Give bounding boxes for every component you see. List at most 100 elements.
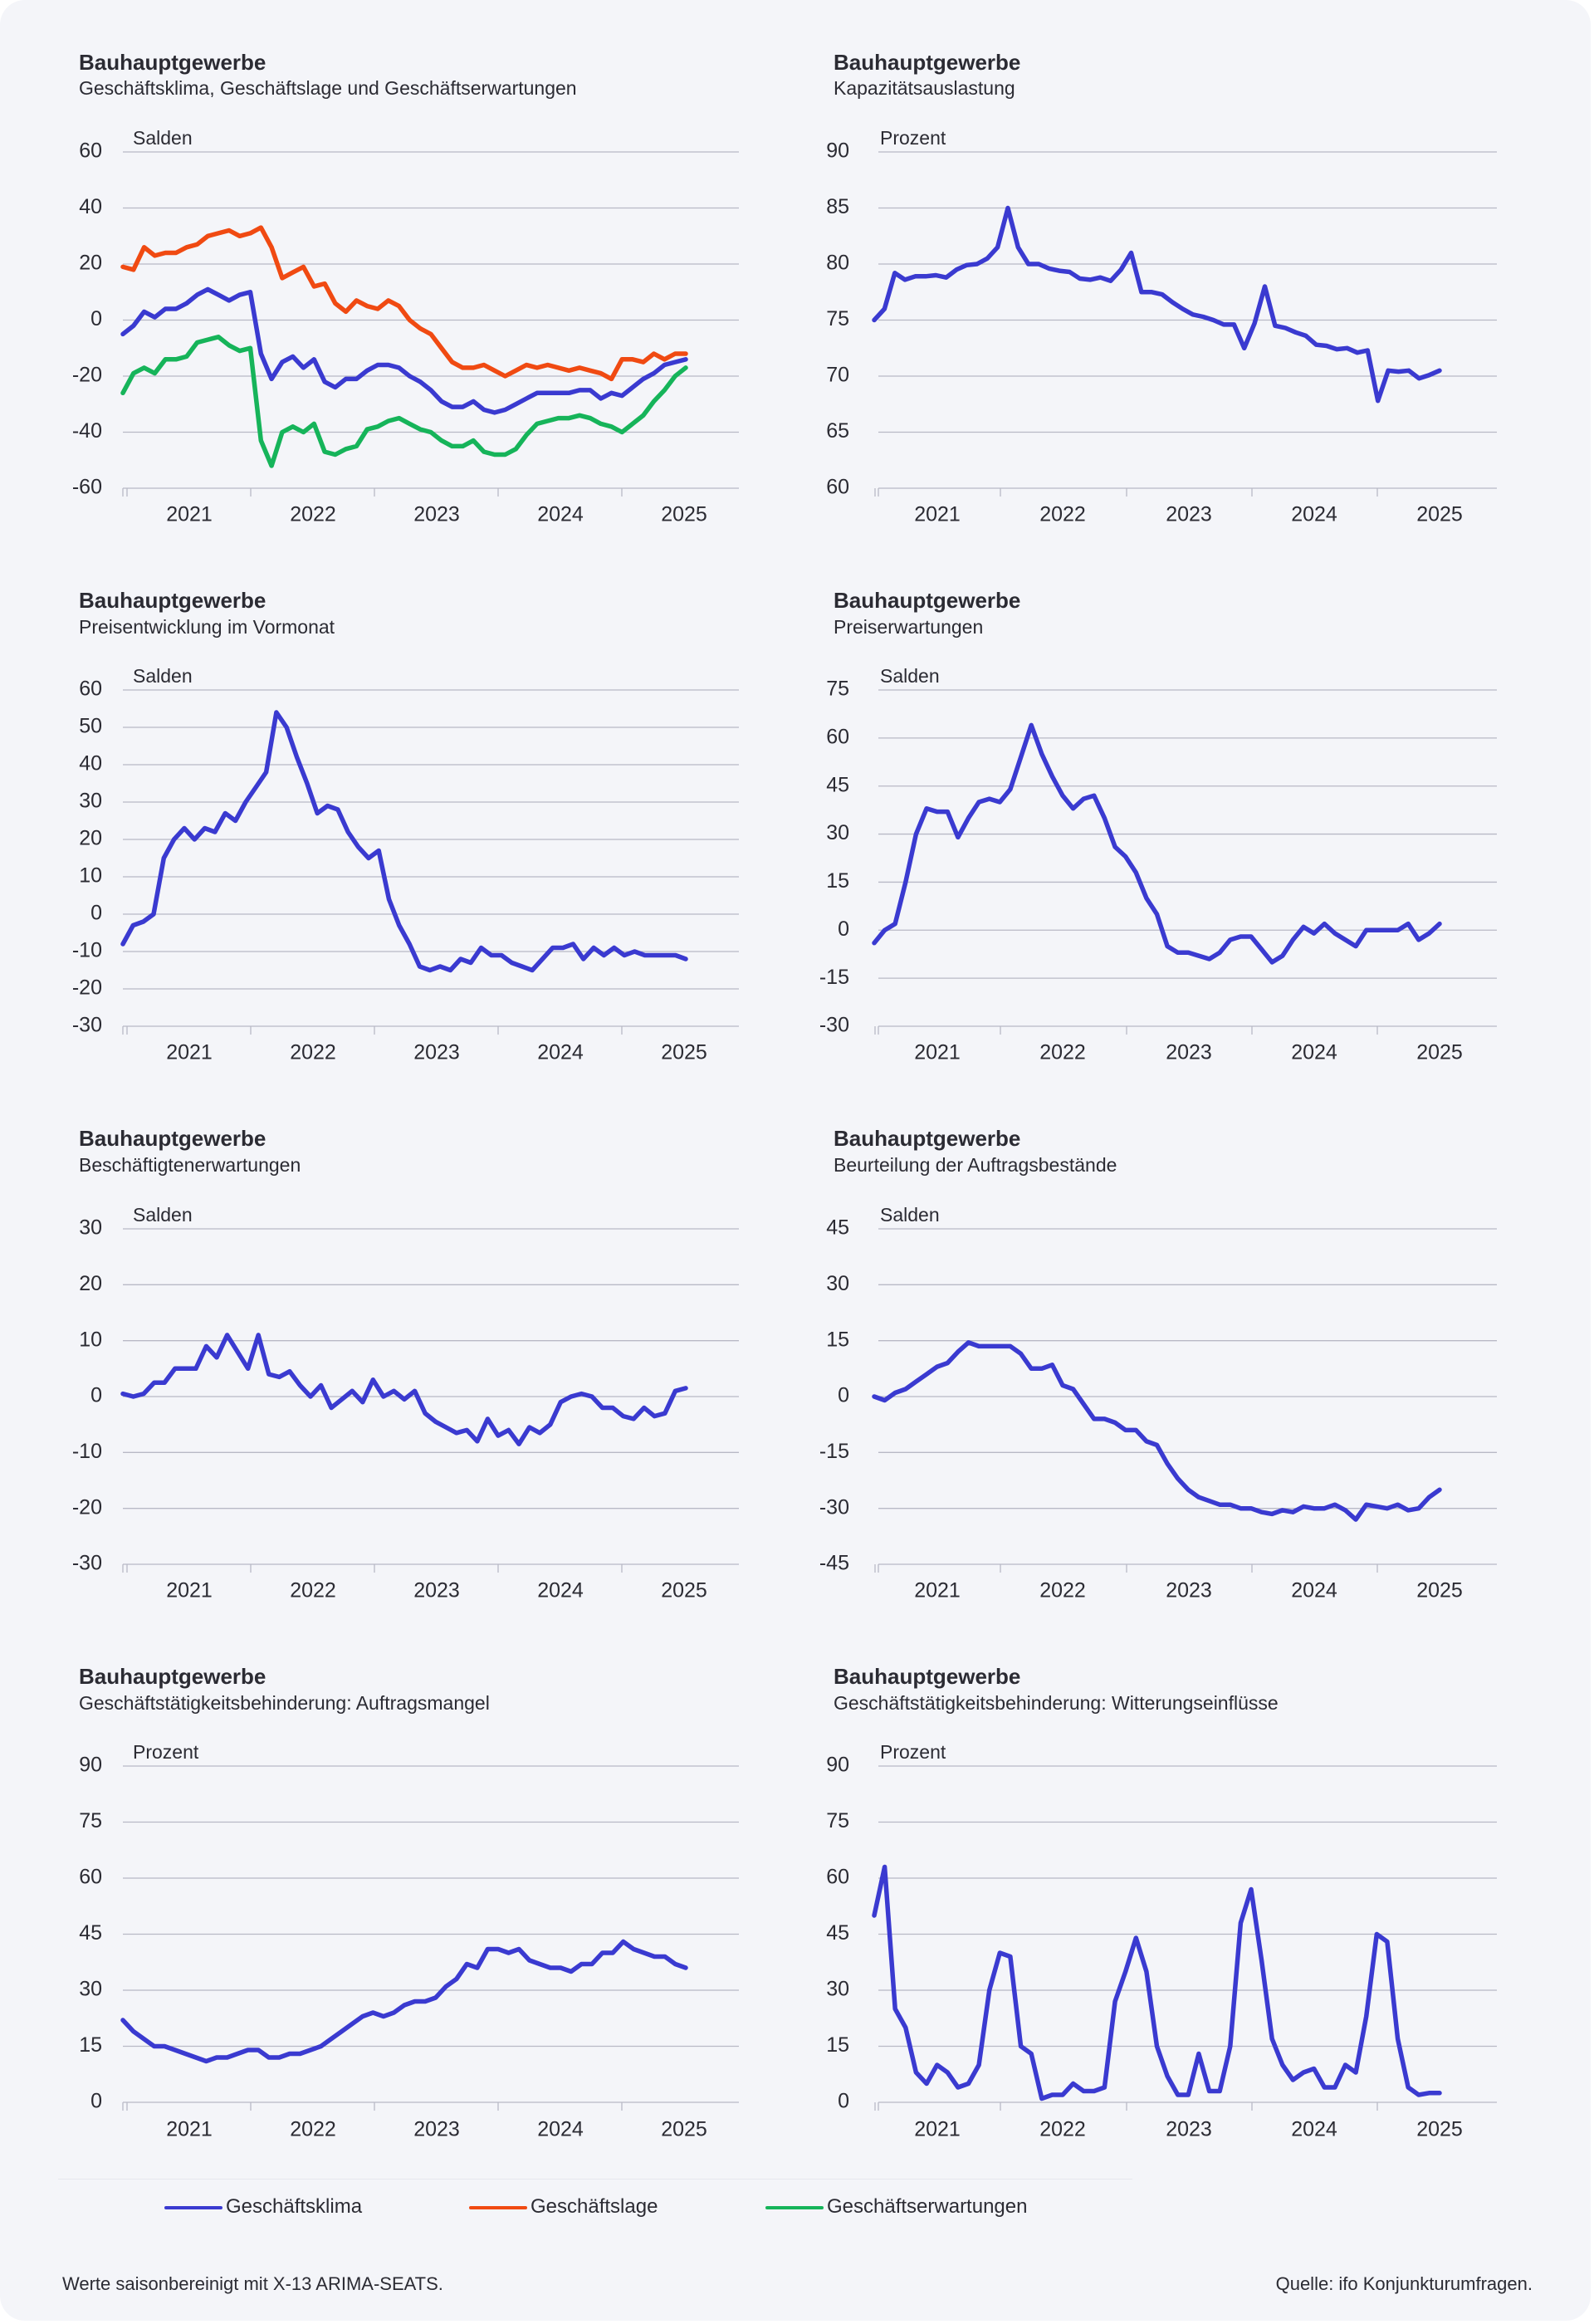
chart-2-ytick: 70 [826, 364, 849, 387]
chart-7-xtick: 2025 [661, 2118, 707, 2141]
chart-4-subtitle: Preiserwartungen [834, 616, 983, 638]
chart-4-ytick: 30 [826, 821, 849, 844]
chart-6-xtick: 2025 [1416, 1579, 1463, 1602]
chart-1-ytick: -60 [72, 476, 102, 499]
chart-7-ytick: 30 [79, 1978, 102, 2001]
chart-6-xtick: 2024 [1291, 1579, 1337, 1602]
chart-7-unit-label: Prozent [133, 1741, 199, 1763]
chart-2-title: Bauhauptgewerbe [834, 50, 1020, 75]
chart-1-xtick: 2023 [413, 503, 460, 526]
chart-7-series-1-line [120, 1939, 688, 2064]
chart-8-ytick: 90 [826, 1754, 849, 1777]
chart-4-xtick: 2022 [1039, 1041, 1086, 1064]
chart-7-ytick: 15 [79, 2033, 102, 2057]
chart-1-ytick: 0 [90, 307, 102, 330]
chart-2-ytick: 65 [826, 419, 849, 443]
chart-2-ytick: 90 [826, 139, 849, 163]
chart-5-xtick: 2022 [290, 1579, 336, 1602]
chart-6-ytick: 45 [826, 1216, 849, 1240]
chart-3-ytick: 50 [79, 715, 102, 738]
chart-8-ytick: 45 [826, 1921, 849, 1945]
chart-7-ytick: 90 [79, 1754, 102, 1777]
chart-6-unit-label: Salden [880, 1204, 940, 1226]
chart-5-xtick: 2025 [661, 1579, 707, 1602]
chart-1-series-1-line [120, 286, 688, 415]
chart-6-ytick: 0 [838, 1384, 849, 1407]
chart-2-ytick: 60 [826, 476, 849, 499]
chart-3-series-1-line [120, 710, 688, 973]
chart-8-xtick: 2024 [1291, 2118, 1337, 2141]
chart-8-ytick: 60 [826, 1866, 849, 1889]
chart-2-xtick: 2021 [914, 503, 961, 526]
chart-1-subtitle: Geschäftsklima, Geschäftslage und Geschä… [79, 77, 577, 99]
chart-1-xtick: 2025 [661, 503, 707, 526]
chart-4-xtick: 2023 [1166, 1041, 1212, 1064]
chart-6-xtick: 2023 [1166, 1579, 1212, 1602]
chart-4-ytick: 60 [826, 725, 849, 748]
chart-8-ytick: 0 [838, 2090, 849, 2113]
chart-1-series-2-line [120, 225, 688, 382]
chart-4-ytick: -15 [819, 966, 849, 989]
chart-5-ytick: 20 [79, 1272, 102, 1295]
chart-6-series-1-line [872, 1340, 1442, 1522]
chart-4-ytick: 0 [838, 917, 849, 941]
chart-2-xtick: 2025 [1416, 503, 1463, 526]
legend-swatch-blue [164, 2205, 222, 2209]
chart-4-xtick: 2024 [1291, 1041, 1337, 1064]
chart-5-xtick: 2023 [413, 1579, 460, 1602]
chart-6-xtick: 2022 [1039, 1579, 1086, 1602]
legend-item-geschaeftslage: Geschäftslage [469, 2190, 658, 2224]
legend-swatch-green [765, 2205, 824, 2209]
chart-2-ytick: 75 [826, 307, 849, 330]
chart-7-xtick: 2021 [166, 2118, 213, 2141]
chart-3-xtick: 2023 [413, 1041, 460, 1064]
chart-8-ytick: 75 [826, 1809, 849, 1832]
chart-8-subtitle: Geschäftstätigkeitsbehinderung: Witterun… [834, 1692, 1279, 1714]
chart-3-ytick: -30 [72, 1014, 102, 1037]
chart-3-ytick: 40 [79, 752, 102, 775]
chart-4-title: Bauhauptgewerbe [834, 588, 1020, 613]
chart-6-subtitle: Beurteilung der Auftragsbestände [834, 1154, 1117, 1176]
chart-2-ytick: 85 [826, 195, 849, 218]
chart-4-series-1-line [872, 722, 1442, 965]
chart-6-title: Bauhauptgewerbe [834, 1126, 1020, 1151]
chart-8-ytick: 15 [826, 2033, 849, 2057]
chart-1-xtick: 2024 [537, 503, 584, 526]
chart-7-xtick: 2022 [290, 2118, 336, 2141]
chart-3-unit-label: Salden [133, 665, 193, 687]
chart-6-ytick: -15 [819, 1440, 849, 1463]
chart-8-unit-label: Prozent [880, 1741, 946, 1763]
chart-1-unit-label: Salden [133, 127, 193, 149]
chart-4-ytick: -30 [819, 1014, 849, 1037]
chart-5-xtick: 2024 [537, 1579, 584, 1602]
chart-4-xtick: 2025 [1416, 1041, 1463, 1064]
chart-3-ytick: 10 [79, 864, 102, 888]
chart-3-ytick: 60 [79, 678, 102, 701]
chart-2-series-1-line [872, 205, 1442, 404]
legend-item-geschaeftserwartungen: Geschäftserwartungen [765, 2190, 1027, 2224]
chart-3-ytick: -10 [72, 939, 102, 962]
chart-2-ytick: 80 [826, 252, 849, 275]
chart-5-subtitle: Beschäftigtenerwartungen [79, 1154, 301, 1176]
chart-3-xtick: 2024 [537, 1041, 584, 1064]
chart-4-ytick: 15 [826, 869, 849, 893]
chart-1-xtick: 2021 [166, 503, 213, 526]
chart-7-ytick: 0 [90, 2090, 102, 2113]
chart-8-xtick: 2022 [1039, 2118, 1086, 2141]
chart-8-ytick: 30 [826, 1978, 849, 2001]
chart-1-ytick: 60 [79, 139, 102, 163]
chart-2-unit-label: Prozent [880, 127, 946, 149]
chart-6-ytick: 30 [826, 1272, 849, 1295]
chart-1-ytick: -20 [72, 364, 102, 387]
chart-8-title: Bauhauptgewerbe [834, 1664, 1020, 1689]
chart-3-ytick: 0 [90, 902, 102, 925]
chart-7-ytick: 45 [79, 1921, 102, 1945]
chart-7-title: Bauhauptgewerbe [79, 1664, 266, 1689]
chart-5-ytick: 10 [79, 1328, 102, 1351]
chart-5-unit-label: Salden [133, 1204, 193, 1226]
chart-7-ytick: 60 [79, 1866, 102, 1889]
chart-2-subtitle: Kapazitätsauslastung [834, 77, 1015, 99]
legend-bar [58, 2179, 1132, 2241]
chart-7-subtitle: Geschäftstätigkeitsbehinderung: Auftrags… [79, 1692, 490, 1714]
chart-3-subtitle: Preisentwicklung im Vormonat [79, 616, 335, 638]
